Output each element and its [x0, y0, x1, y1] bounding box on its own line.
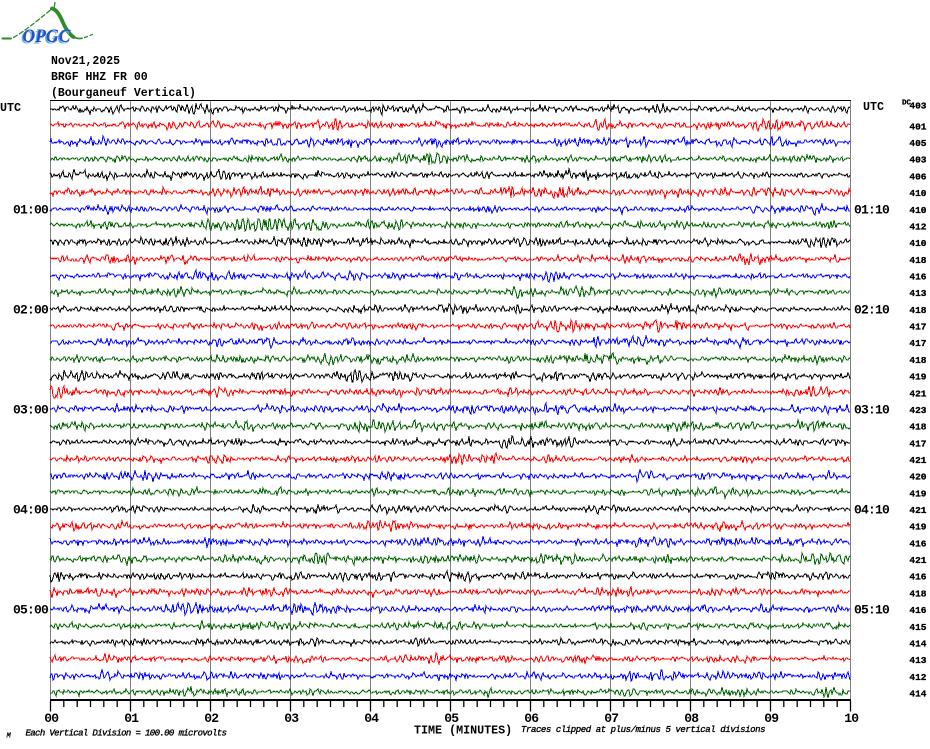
- svg-text:403: 403: [909, 155, 926, 166]
- svg-text:421: 421: [909, 555, 926, 566]
- svg-text:416: 416: [909, 538, 926, 549]
- svg-text:406: 406: [909, 171, 926, 182]
- svg-text:M: M: [7, 733, 12, 741]
- svg-text:DC: DC: [902, 100, 912, 108]
- svg-text:03: 03: [284, 711, 299, 726]
- svg-text:412: 412: [909, 672, 926, 683]
- svg-text:403: 403: [909, 101, 926, 112]
- svg-text:06: 06: [524, 711, 539, 726]
- svg-text:01: 01: [124, 711, 139, 726]
- svg-text:410: 410: [909, 238, 926, 249]
- svg-text:02:00: 02:00: [13, 303, 49, 318]
- svg-text:01:00: 01:00: [13, 202, 49, 217]
- svg-text:418: 418: [909, 355, 926, 366]
- svg-text:Traces clipped at plus/minus 5: Traces clipped at plus/minus 5 vertical …: [521, 725, 765, 735]
- svg-text:02:10: 02:10: [854, 303, 890, 318]
- svg-text:417: 417: [909, 338, 926, 349]
- svg-text:413: 413: [909, 288, 926, 299]
- svg-text:421: 421: [909, 455, 926, 466]
- svg-text:414: 414: [909, 689, 926, 700]
- svg-text:405: 405: [909, 138, 926, 149]
- svg-text:05:10: 05:10: [854, 603, 890, 618]
- svg-text:410: 410: [909, 205, 926, 216]
- svg-text:Each Vertical Division = 100.: Each Vertical Division = 100.00 microvol…: [26, 729, 227, 739]
- svg-text:416: 416: [909, 605, 926, 616]
- svg-text:416: 416: [909, 272, 926, 283]
- svg-text:01:10: 01:10: [854, 202, 890, 217]
- svg-text:416: 416: [909, 572, 926, 583]
- svg-text:410: 410: [909, 188, 926, 199]
- svg-text:418: 418: [909, 588, 926, 599]
- svg-text:412: 412: [909, 222, 926, 233]
- svg-text:419: 419: [909, 372, 926, 383]
- svg-text:421: 421: [909, 505, 926, 516]
- svg-text:UTC: UTC: [863, 100, 884, 114]
- svg-text:414: 414: [909, 639, 926, 650]
- svg-text:419: 419: [909, 488, 926, 499]
- svg-text:OPGC: OPGC: [23, 26, 71, 47]
- svg-text:02: 02: [204, 711, 219, 726]
- svg-text:00: 00: [44, 711, 59, 726]
- svg-text:421: 421: [909, 388, 926, 399]
- svg-text:(Bourganeuf Vertical): (Bourganeuf Vertical): [51, 87, 196, 100]
- svg-text:UTC: UTC: [0, 101, 21, 115]
- svg-text:423: 423: [909, 405, 926, 416]
- svg-text:420: 420: [909, 472, 926, 483]
- svg-text:03:10: 03:10: [854, 403, 890, 418]
- svg-text:07: 07: [604, 711, 618, 726]
- svg-text:03:00: 03:00: [13, 403, 49, 418]
- svg-text:418: 418: [909, 255, 926, 266]
- svg-text:04: 04: [364, 711, 379, 726]
- svg-text:BRGF HHZ FR 00: BRGF HHZ FR 00: [51, 71, 148, 84]
- svg-text:OPGC: OPGC: [21, 28, 69, 49]
- svg-text:04:00: 04:00: [13, 503, 49, 518]
- svg-text:418: 418: [909, 305, 926, 316]
- svg-text:09: 09: [764, 711, 779, 726]
- svg-text:TIME (MINUTES): TIME (MINUTES): [414, 724, 512, 738]
- svg-text:Nov21,2025: Nov21,2025: [51, 55, 120, 68]
- svg-text:417: 417: [909, 438, 926, 449]
- svg-text:10: 10: [844, 711, 859, 726]
- svg-text:418: 418: [909, 422, 926, 433]
- svg-text:04:10: 04:10: [854, 503, 890, 518]
- svg-text:05: 05: [444, 711, 459, 726]
- svg-text:419: 419: [909, 522, 926, 533]
- svg-text:413: 413: [909, 655, 926, 666]
- svg-text:05:00: 05:00: [13, 603, 49, 618]
- svg-text:401: 401: [909, 121, 926, 132]
- svg-text:08: 08: [684, 711, 699, 726]
- svg-text:415: 415: [909, 622, 926, 633]
- svg-text:417: 417: [909, 322, 926, 333]
